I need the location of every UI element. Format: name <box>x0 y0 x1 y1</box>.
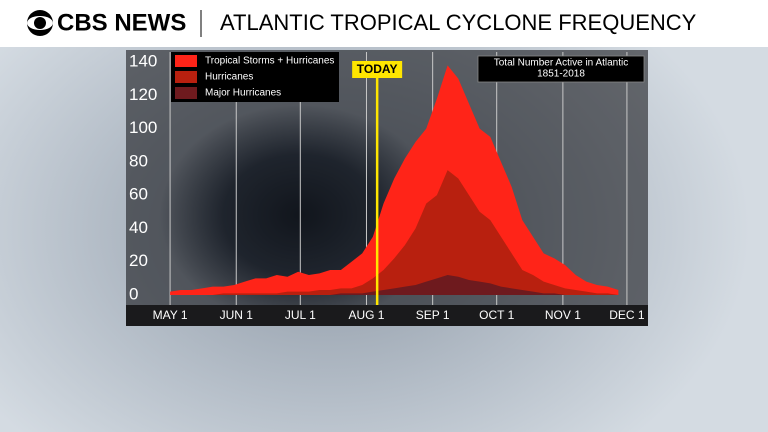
x-tick-label: SEP 1 <box>416 308 450 322</box>
legend-label: Major Hurricanes <box>205 88 281 99</box>
today-label: TODAY <box>357 62 398 76</box>
header-graphic: CBS NEWS ATLANTIC TROPICAL CYCLONE FREQU… <box>27 9 697 37</box>
annotation-text: Total Number Active in Atlantic <box>494 58 629 69</box>
x-tick-label: MAY 1 <box>153 308 188 322</box>
header: CBS NEWS ATLANTIC TROPICAL CYCLONE FREQU… <box>0 0 768 47</box>
y-tick-label: 40 <box>129 218 148 237</box>
y-tick-label: 20 <box>129 251 148 270</box>
x-tick-label: AUG 1 <box>348 308 384 322</box>
x-tick-label: DEC 1 <box>609 308 645 322</box>
area <box>170 65 619 295</box>
x-axis-band <box>126 305 648 326</box>
legend-swatch <box>175 55 197 67</box>
y-tick-label: 60 <box>129 185 148 204</box>
x-tick-label: JUL 1 <box>285 308 316 322</box>
area <box>170 170 619 295</box>
y-tick-label: 100 <box>129 118 157 137</box>
annotation-box <box>477 55 645 83</box>
legend-label: Hurricanes <box>205 72 253 83</box>
y-tick-label: 140 <box>129 51 157 70</box>
x-tick-label: JUN 1 <box>220 308 254 322</box>
legend-swatch <box>175 71 197 83</box>
area <box>170 275 619 295</box>
header-title: ATLANTIC TROPICAL CYCLONE FREQUENCY <box>220 10 697 35</box>
legend-box <box>171 52 339 102</box>
today-badge <box>352 61 403 78</box>
y-tick-label: 80 <box>129 151 148 170</box>
x-tick-label: OCT 1 <box>479 308 514 322</box>
legend-label: Tropical Storms + Hurricanes <box>205 56 334 67</box>
x-tick-label: NOV 1 <box>545 308 581 322</box>
y-tick-label: 120 <box>129 85 157 104</box>
logo-pupil <box>34 17 46 29</box>
legend-swatch <box>175 87 197 99</box>
annotation-text: 1851-2018 <box>537 69 585 80</box>
y-tick-label: 0 <box>129 284 138 303</box>
brand: CBS NEWS <box>57 9 186 36</box>
